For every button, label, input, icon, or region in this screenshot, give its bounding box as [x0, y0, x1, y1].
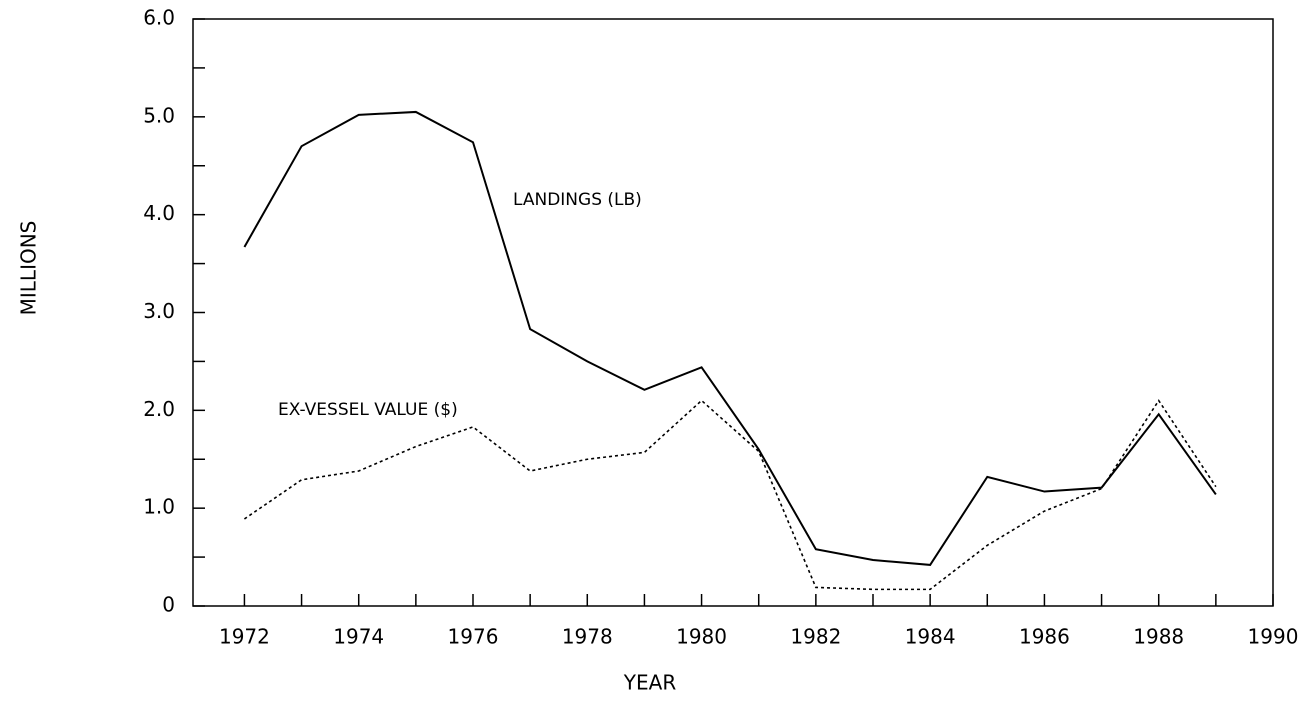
series-label: LANDINGS (LB) — [513, 190, 642, 210]
y-tick-label: 0 — [162, 593, 175, 617]
series-line — [243, 110, 1217, 566]
plot-frame — [192, 18, 1274, 607]
x-tick-label: 1990 — [1248, 625, 1299, 649]
y-axis-label: MILLIONS — [17, 221, 41, 316]
x-tick-label: 1980 — [676, 625, 727, 649]
x-tick-label: 1984 — [905, 625, 956, 649]
x-tick-label: 1976 — [448, 625, 499, 649]
series-label: EX-VESSEL VALUE ($) — [278, 400, 458, 420]
x-tick-label: 1978 — [562, 625, 613, 649]
x-tick-label: 1986 — [1019, 625, 1070, 649]
y-tick-label: 2.0 — [143, 397, 175, 421]
y-tick-label: 3.0 — [143, 299, 175, 323]
x-axis-label: YEAR — [623, 671, 677, 695]
x-tick-label: 1972 — [219, 625, 270, 649]
series-line — [243, 399, 1217, 591]
x-tick-label: 1974 — [333, 625, 384, 649]
x-tick-label: 1982 — [790, 625, 841, 649]
y-tick-label: 4.0 — [143, 201, 175, 225]
y-tick-label: 1.0 — [143, 495, 175, 519]
y-tick-label: 5.0 — [143, 103, 175, 127]
x-tick-label: 1988 — [1133, 625, 1184, 649]
y-tick-label: 6.0 — [143, 6, 175, 30]
